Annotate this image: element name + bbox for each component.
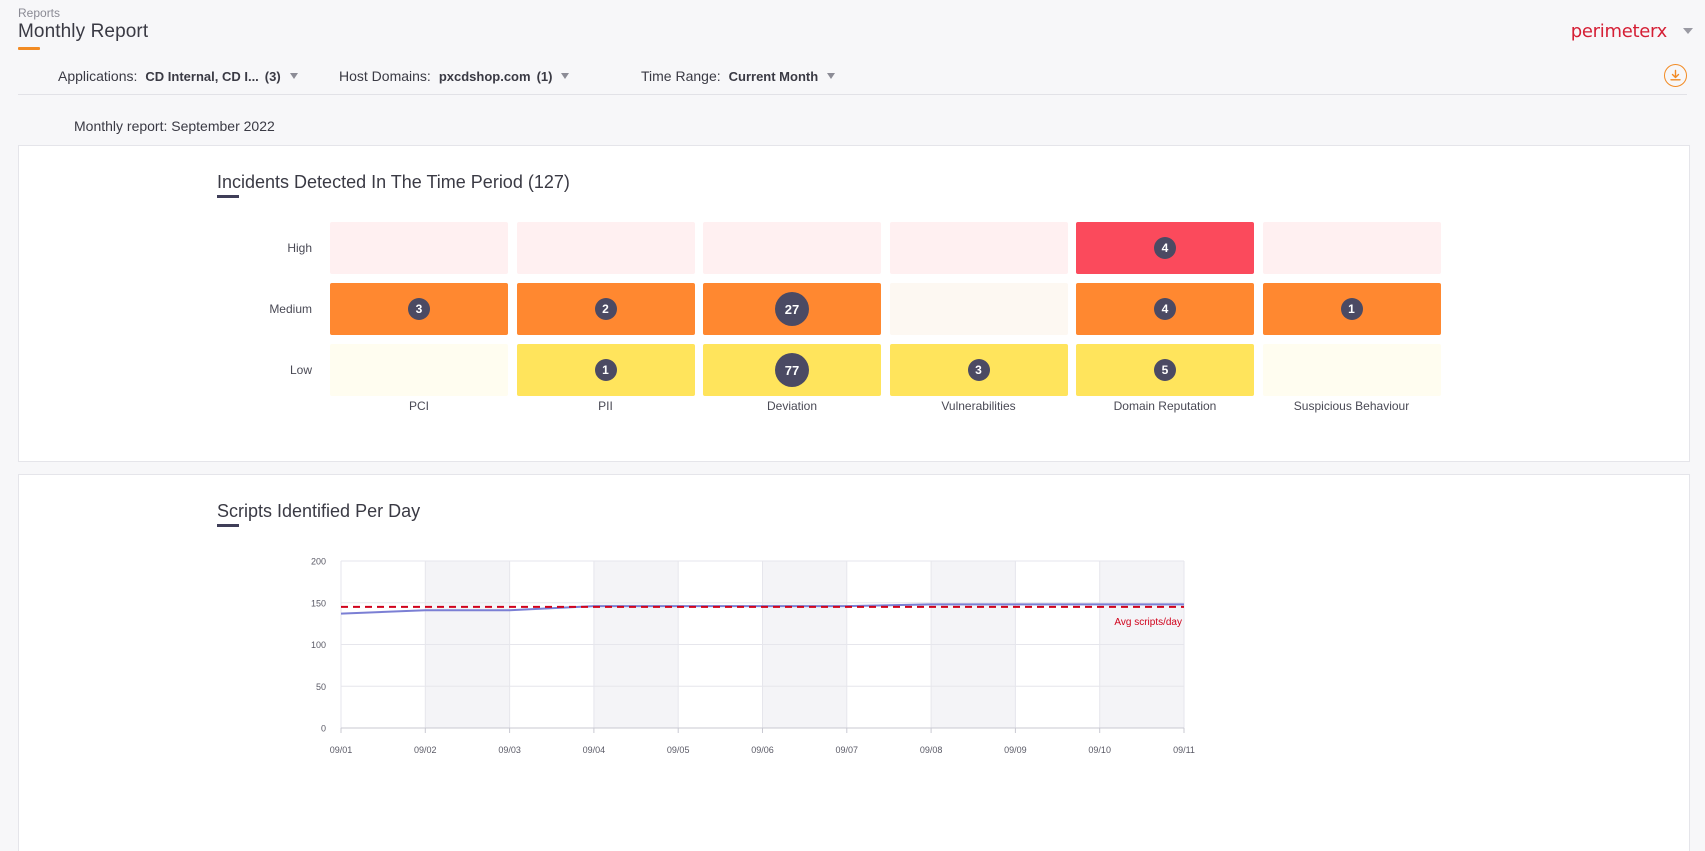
page-title: Monthly Report [18, 21, 149, 42]
applications-filter-label: Applications: [58, 68, 138, 84]
incident-count-badge: 2 [594, 298, 617, 320]
host-domains-filter-value: pxcdshop.com [438, 68, 531, 84]
x-tick-label: 09/10 [1088, 745, 1111, 755]
heatmap-cell[interactable]: 4 [1076, 283, 1254, 335]
host-domains-filter-label: Host Domains: [339, 68, 431, 84]
filter-bar: Applications: CD Internal, CD I... (3) H… [18, 58, 1687, 95]
incident-count-badge: 1 [1340, 298, 1363, 320]
heatmap-cell[interactable]: 5 [1076, 344, 1254, 396]
download-icon [1670, 69, 1681, 81]
heatmap-cell[interactable]: 2 [516, 283, 695, 335]
x-tick-label: 09/06 [751, 745, 774, 755]
heatmap-cell [516, 222, 695, 274]
incidents-title-underline [217, 195, 239, 198]
heatmap-column-label: Vulnerabilities [941, 399, 1016, 413]
heatmap-cell [330, 344, 508, 396]
x-tick-label: 09/07 [836, 745, 859, 755]
heatmap-cell [1262, 222, 1441, 274]
heatmap-column-label: Suspicious Behaviour [1293, 399, 1410, 413]
heatmap-cell [330, 222, 508, 274]
chevron-down-icon[interactable] [289, 73, 298, 79]
incident-count-badge: 3 [967, 359, 990, 381]
x-tick-label: 09/09 [1004, 745, 1027, 755]
x-tick-label: 09/08 [920, 745, 943, 755]
download-button[interactable] [1664, 64, 1687, 87]
heatmap-cell[interactable]: 77 [703, 344, 881, 396]
incident-count-badge: 5 [1154, 359, 1176, 381]
chevron-down-icon[interactable] [827, 73, 836, 79]
brand-logo-text: perimeterx [1570, 21, 1668, 42]
heatmap-cell [889, 222, 1068, 274]
time-range-filter[interactable]: Time Range: Current Month [641, 68, 836, 84]
scripts-title-underline [217, 524, 239, 527]
heatmap-cell [1262, 344, 1441, 396]
heatmap-cell[interactable]: 3 [330, 283, 508, 335]
x-tick-label: 09/05 [667, 745, 690, 755]
heatmap-cell[interactable]: 1 [1262, 283, 1441, 335]
heatmap-column-label: Domain Reputation [1113, 399, 1217, 413]
heatmap-column-label: Deviation [766, 399, 818, 413]
scripts-title: Scripts Identified Per Day [217, 501, 421, 521]
incident-count-badge: 27 [775, 292, 809, 326]
report-period-label: Monthly report: September 2022 [74, 118, 275, 134]
brand-logo[interactable]: perimeterx [1570, 21, 1668, 42]
average-line-label: Avg scripts/day [1114, 617, 1182, 628]
scripts-card: Scripts Identified Per Day 0 50 100 150 200 0… [18, 474, 1690, 851]
x-tick-label: 09/02 [414, 745, 437, 755]
heatmap-cell[interactable]: 3 [889, 344, 1068, 396]
heatmap-column-label: PCI [408, 399, 429, 413]
applications-filter-count: (3) [264, 68, 281, 84]
incidents-card: Incidents Detected In The Time Period (1… [18, 145, 1690, 462]
applications-filter-value: CD Internal, CD I... [145, 68, 259, 84]
incident-count-badge: 1 [594, 359, 617, 381]
heatmap-cell[interactable]: 1 [516, 344, 695, 396]
applications-filter[interactable]: Applications: CD Internal, CD I... (3) [58, 68, 298, 84]
breadcrumb[interactable]: Reports [18, 6, 61, 20]
incidents-title: Incidents Detected In The Time Period (1… [217, 172, 570, 192]
y-tick-label: 50 [316, 682, 326, 692]
x-tick-label: 09/03 [498, 745, 521, 755]
chevron-down-icon[interactable] [561, 73, 570, 79]
page-header: Reports Monthly Report [18, 6, 148, 50]
heatmap-column-label: PII [598, 399, 613, 413]
y-tick-label: 200 [311, 557, 326, 567]
y-tick-label: 100 [311, 640, 326, 650]
time-range-filter-label: Time Range: [641, 68, 721, 84]
heatmap-cell[interactable]: 27 [703, 283, 881, 335]
heatmap-row-label: Low [289, 363, 312, 377]
time-range-filter-value: Current Month [728, 68, 819, 84]
incident-count-badge: 3 [408, 298, 430, 320]
heatmap-cell [889, 283, 1068, 335]
x-tick-label: 09/04 [583, 745, 606, 755]
incident-count-badge: 4 [1154, 237, 1176, 259]
host-domains-filter[interactable]: Host Domains: pxcdshop.com (1) [339, 68, 570, 84]
heatmap-row-label: Medium [269, 302, 312, 316]
title-underline [18, 47, 40, 50]
account-menu-chevron-icon[interactable] [1683, 28, 1693, 34]
incident-count-badge: 77 [775, 353, 809, 387]
scripts-chart: 0 50 100 150 200 09/01 09/02 09/03 09/04 09/05 09/… [311, 557, 1195, 756]
host-domains-filter-count: (1) [536, 68, 553, 84]
y-tick-label: 150 [311, 598, 326, 608]
x-tick-label: 09/11 [1173, 745, 1195, 755]
x-tick-label: 09/01 [330, 745, 353, 755]
heatmap-cell[interactable]: 4 [1076, 222, 1254, 274]
heatmap-cell [703, 222, 881, 274]
incident-count-badge: 4 [1154, 298, 1176, 320]
y-tick-label: 0 [321, 724, 326, 734]
heatmap-row-label: High [287, 241, 312, 255]
